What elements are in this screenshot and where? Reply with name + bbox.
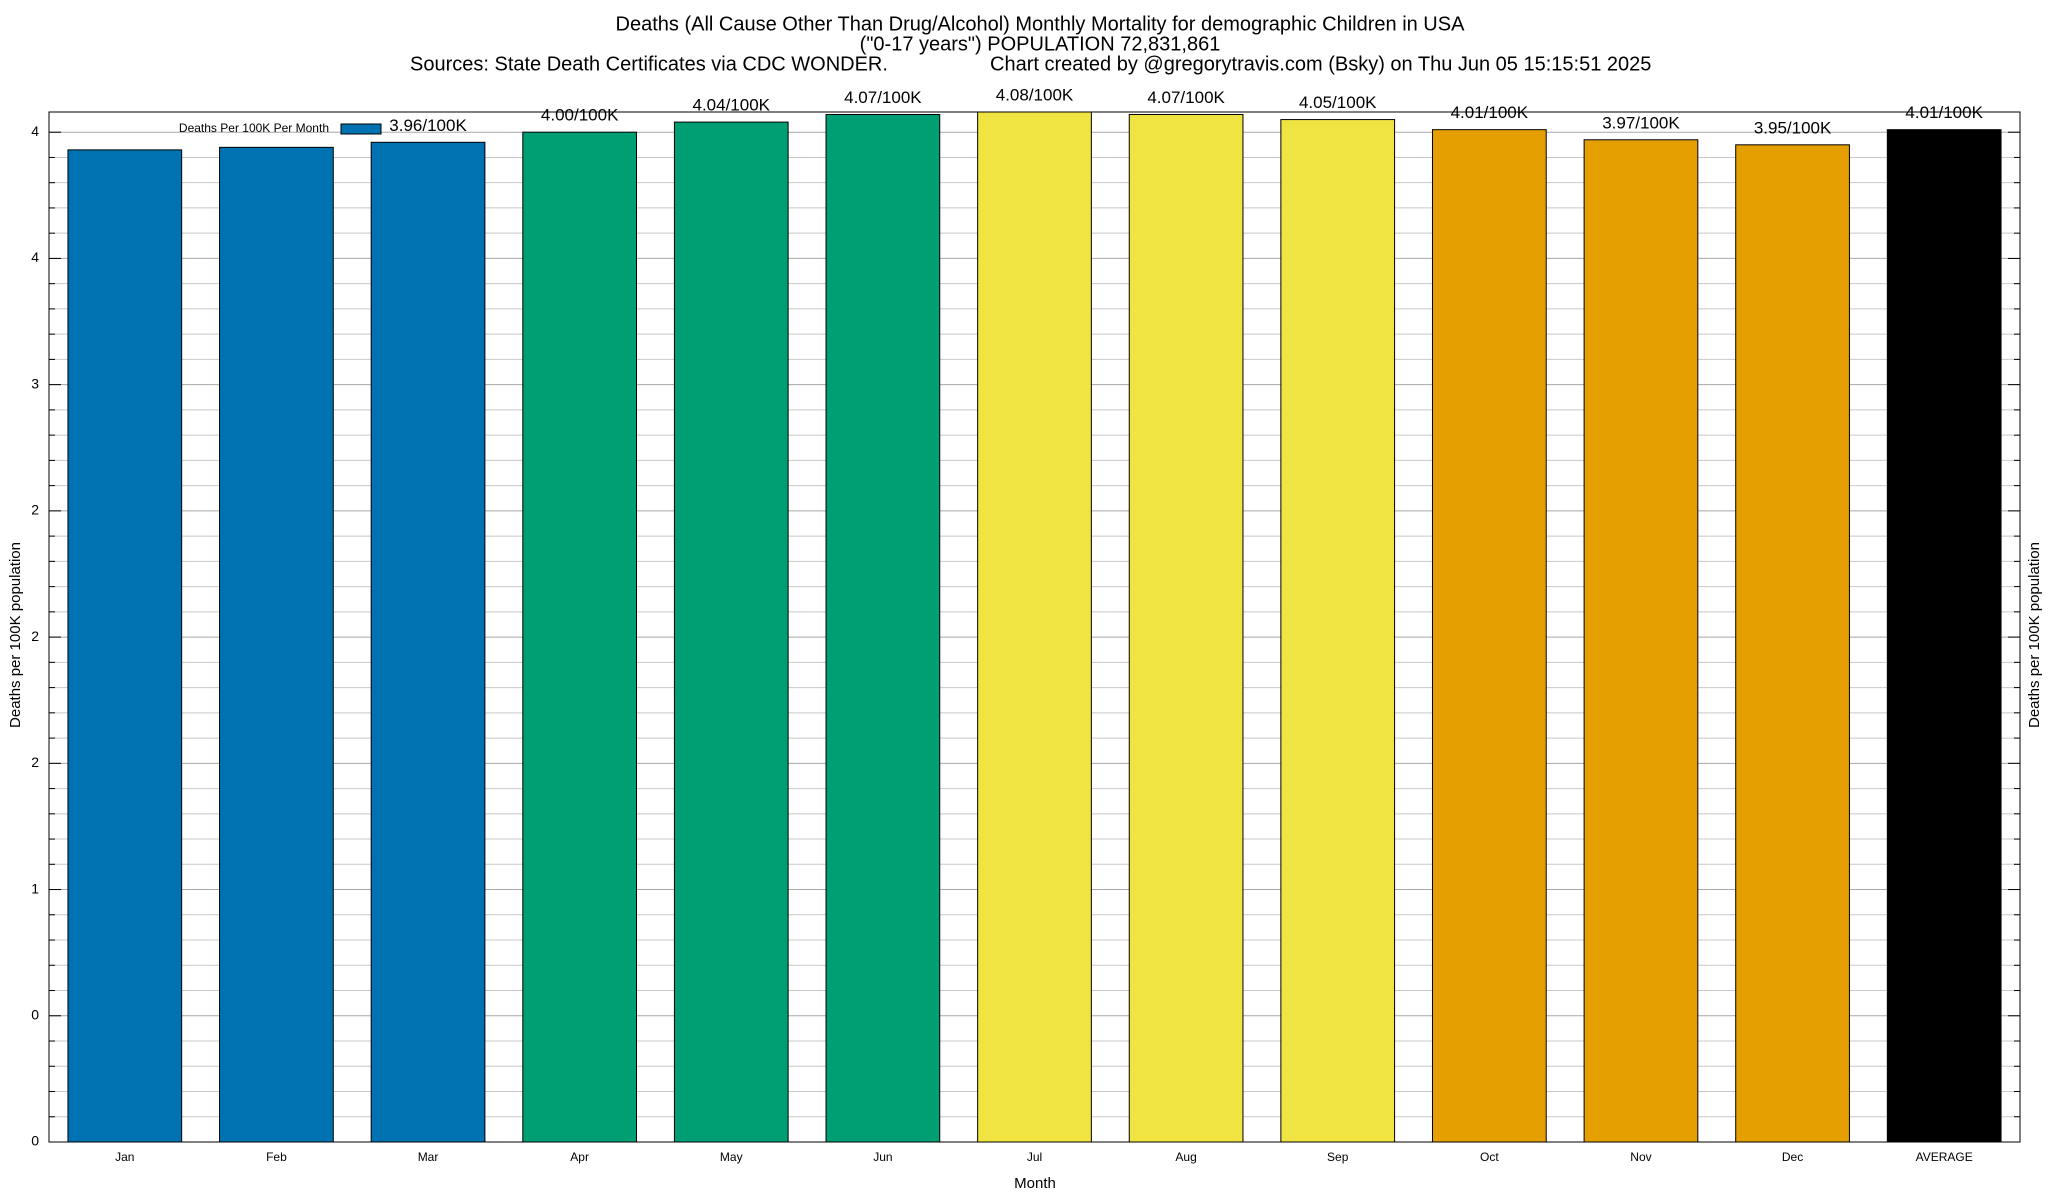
- chart-title: Deaths (All Cause Other Than Drug/Alcoho…: [616, 13, 1466, 35]
- bar: [1583, 139, 1699, 1143]
- bar: [370, 141, 486, 1143]
- value-label: 4.07/100K: [1147, 88, 1225, 107]
- bar: [1886, 129, 2002, 1143]
- y-tick-label: 4: [31, 123, 39, 139]
- sources: Sources: State Death Certificates via CD…: [410, 53, 888, 75]
- y-tick-label: 0: [31, 1006, 39, 1022]
- bar: [673, 121, 789, 1143]
- x-tick-label: Apr: [570, 1150, 589, 1164]
- value-label: 3.97/100K: [1602, 113, 1680, 132]
- value-label: 4.07/100K: [844, 88, 922, 107]
- y-tick-label: 1: [31, 880, 39, 896]
- x-tick-label: Nov: [1630, 1150, 1651, 1164]
- y-tick-label: 2: [31, 502, 39, 518]
- x-tick-label: Jan: [115, 1150, 134, 1164]
- plot-frame: [48, 111, 2021, 1143]
- value-label: 3.95/100K: [1754, 118, 1832, 137]
- bar: [1280, 119, 1396, 1143]
- x-tick-label: Feb: [266, 1150, 287, 1164]
- value-label: 3.96/100K: [389, 116, 467, 135]
- bar: [1735, 144, 1850, 1143]
- credit: Chart created by @gregorytravis.com (Bsk…: [990, 53, 1651, 75]
- legend-label: Deaths Per 100K Per Month: [179, 121, 329, 135]
- x-tick-label: Mar: [418, 1150, 439, 1164]
- value-label: 4.08/100K: [996, 85, 1074, 104]
- y2-axis-label: Deaths per 100K population: [2026, 542, 2043, 728]
- bar: [977, 111, 1092, 1143]
- bar: [1431, 129, 1547, 1143]
- bar: [522, 131, 638, 1143]
- value-label: 4.00/100K: [541, 106, 619, 125]
- x-tick-label: Sep: [1327, 1150, 1349, 1164]
- x-tick-label: May: [720, 1150, 743, 1164]
- x-tick-label: Dec: [1782, 1150, 1803, 1164]
- y-tick-label: 4: [31, 249, 39, 265]
- x-axis-label: Month: [1014, 1175, 1056, 1192]
- x-tick-label: AVERAGE: [1916, 1150, 1973, 1164]
- y-tick-label: 3: [31, 375, 39, 391]
- y-axis-label: Deaths per 100K population: [7, 542, 24, 728]
- value-label: 4.04/100K: [693, 96, 771, 115]
- y-tick-label: 2: [31, 754, 39, 770]
- legend-swatch: [340, 123, 382, 135]
- bar: [1128, 114, 1244, 1143]
- bar: [219, 146, 334, 1143]
- chart-subtitle: ("0-17 years") POPULATION 72,831,861: [860, 33, 1221, 55]
- bar: [825, 114, 941, 1143]
- bar: [67, 149, 183, 1143]
- value-label: 4.05/100K: [1299, 93, 1377, 112]
- value-label: 4.01/100K: [1451, 103, 1529, 122]
- x-tick-label: Jul: [1027, 1150, 1042, 1164]
- value-label: 4.01/100K: [1905, 103, 1983, 122]
- y-tick-label: 2: [31, 628, 39, 644]
- x-tick-label: Jun: [873, 1150, 892, 1164]
- y-tick-label: 0: [31, 1133, 39, 1149]
- x-tick-label: Aug: [1175, 1150, 1196, 1164]
- x-tick-label: Oct: [1480, 1150, 1499, 1164]
